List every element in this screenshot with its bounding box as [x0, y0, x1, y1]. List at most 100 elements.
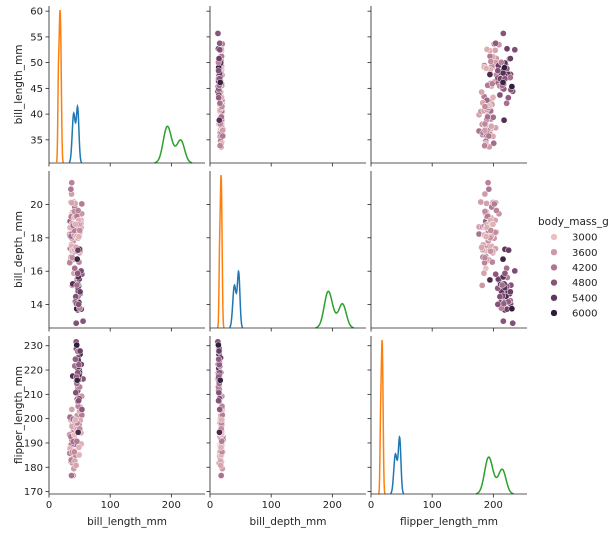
scatter-point — [75, 361, 83, 369]
y-tick-label: 50 — [30, 58, 43, 69]
scatter-point — [71, 448, 78, 456]
legend-marker — [550, 263, 558, 272]
x-tick-label: 100 — [101, 500, 120, 511]
scatter-point — [216, 39, 224, 47]
scatter-point — [500, 116, 508, 124]
y-tick-label: 45 — [30, 84, 43, 95]
y-tick-label: 230 — [24, 341, 43, 352]
scatter-point — [216, 99, 224, 107]
scatter-point — [216, 142, 224, 150]
x-axis-label: bill_depth_mm — [250, 516, 327, 528]
scatter-point — [73, 341, 81, 349]
legend-marker — [550, 278, 558, 287]
scatter-point — [494, 67, 502, 75]
scatter-point — [72, 355, 79, 363]
legend-label: 6000 — [572, 309, 597, 320]
y-tick-label: 40 — [30, 110, 43, 121]
y-axis-label: flipper_length_mm — [13, 366, 25, 464]
scatter-point — [507, 55, 514, 62]
scatter-point — [481, 254, 489, 262]
scatter-point — [487, 247, 494, 255]
x-axis-label: flipper_length_mm — [400, 516, 498, 528]
scatter-point — [487, 58, 495, 65]
scatter-point — [488, 258, 496, 266]
scatter-point — [215, 94, 223, 102]
scatter-point — [76, 288, 84, 296]
scatter-point — [217, 444, 225, 451]
panel-bill_depth_mm-vs-bill_depth_mm — [206, 171, 366, 332]
scatter-point — [489, 94, 497, 101]
scatter-point — [216, 406, 224, 413]
scatter-point — [76, 347, 84, 355]
y-tick-label: 200 — [24, 414, 43, 425]
scatter-point — [503, 45, 511, 53]
kde-curve-bill_length_mm — [154, 125, 193, 164]
scatter-point — [511, 46, 519, 54]
x-tick-label: 0 — [368, 500, 374, 511]
kde-curve-bill_length_mm — [68, 103, 83, 164]
legend-label: 5400 — [572, 293, 597, 304]
scatter-point — [506, 74, 514, 81]
scatter-point — [477, 198, 485, 206]
scatter-point — [496, 293, 504, 301]
y-tick-label: 220 — [24, 366, 43, 377]
panel-bill_length_mm-vs-flipper_length_mm — [367, 6, 527, 167]
y-axis-label: bill_depth_mm — [13, 211, 25, 288]
scatter-point — [486, 276, 494, 284]
legend-label: 4200 — [572, 263, 597, 274]
scatter-point — [500, 300, 508, 308]
scatter-point — [481, 103, 489, 110]
kde-curve-flipper_length_mm — [475, 456, 514, 495]
panel-flipper_length_mm-vs-bill_length_mm: 170 180 190 200 210 220 230 flipper_length_mm 0 1… — [13, 336, 205, 528]
scatter-point — [218, 416, 225, 424]
legend-label: 3000 — [572, 233, 597, 244]
scatter-point — [481, 190, 489, 198]
y-tick-label: 180 — [24, 463, 43, 474]
panel-bill_length_mm-vs-bill_length_mm: 35 40 45 50 55 60 bill_length_mm — [13, 6, 205, 167]
y-tick-label: 55 — [30, 32, 43, 43]
scatter-point — [478, 88, 485, 96]
y-tick-label: 16 — [30, 267, 43, 278]
scatter-point — [489, 114, 497, 121]
kde-curve-bill_depth_mm — [216, 174, 225, 329]
scatter-point — [215, 361, 223, 369]
scatter-point — [508, 305, 516, 313]
scatter-point — [492, 39, 500, 47]
scatter-point — [78, 200, 86, 208]
kde-curve-bill_length_mm — [55, 9, 65, 163]
y-tick-label: 170 — [24, 487, 43, 498]
scatter-point — [215, 116, 223, 124]
scatter-point — [478, 244, 485, 251]
scatter-point — [215, 55, 223, 62]
scatter-point — [482, 233, 490, 241]
panel-bill_length_mm-vs-bill_depth_mm — [206, 6, 366, 167]
scatter-point — [487, 227, 495, 234]
scatter-point — [76, 227, 84, 234]
scatter-point — [485, 185, 493, 193]
scatter-point — [214, 30, 222, 37]
scatter-point — [71, 264, 79, 272]
y-tick-label: 14 — [30, 300, 43, 311]
scatter-point — [509, 319, 517, 327]
y-tick-label: 35 — [30, 135, 43, 146]
x-tick-label: 200 — [323, 500, 342, 511]
scatter-point — [497, 58, 505, 66]
scatter-point — [215, 347, 223, 355]
scatter-point — [67, 185, 75, 193]
x-tick-label: 0 — [46, 500, 52, 511]
kde-curve-flipper_length_mm — [377, 339, 386, 495]
scatter-point — [501, 64, 508, 72]
kde-curve-flipper_length_mm — [390, 435, 405, 495]
scatter-point — [74, 246, 82, 254]
scatter-point — [218, 437, 226, 445]
scatter-point — [484, 113, 491, 121]
scatter-point — [219, 126, 226, 134]
scatter-point — [490, 139, 498, 147]
scatter-point — [74, 207, 82, 214]
scatter-point — [72, 462, 80, 469]
scatter-point — [215, 397, 222, 405]
scatter-point — [503, 99, 510, 107]
scatter-point — [478, 282, 486, 289]
scatter-point — [485, 132, 493, 140]
